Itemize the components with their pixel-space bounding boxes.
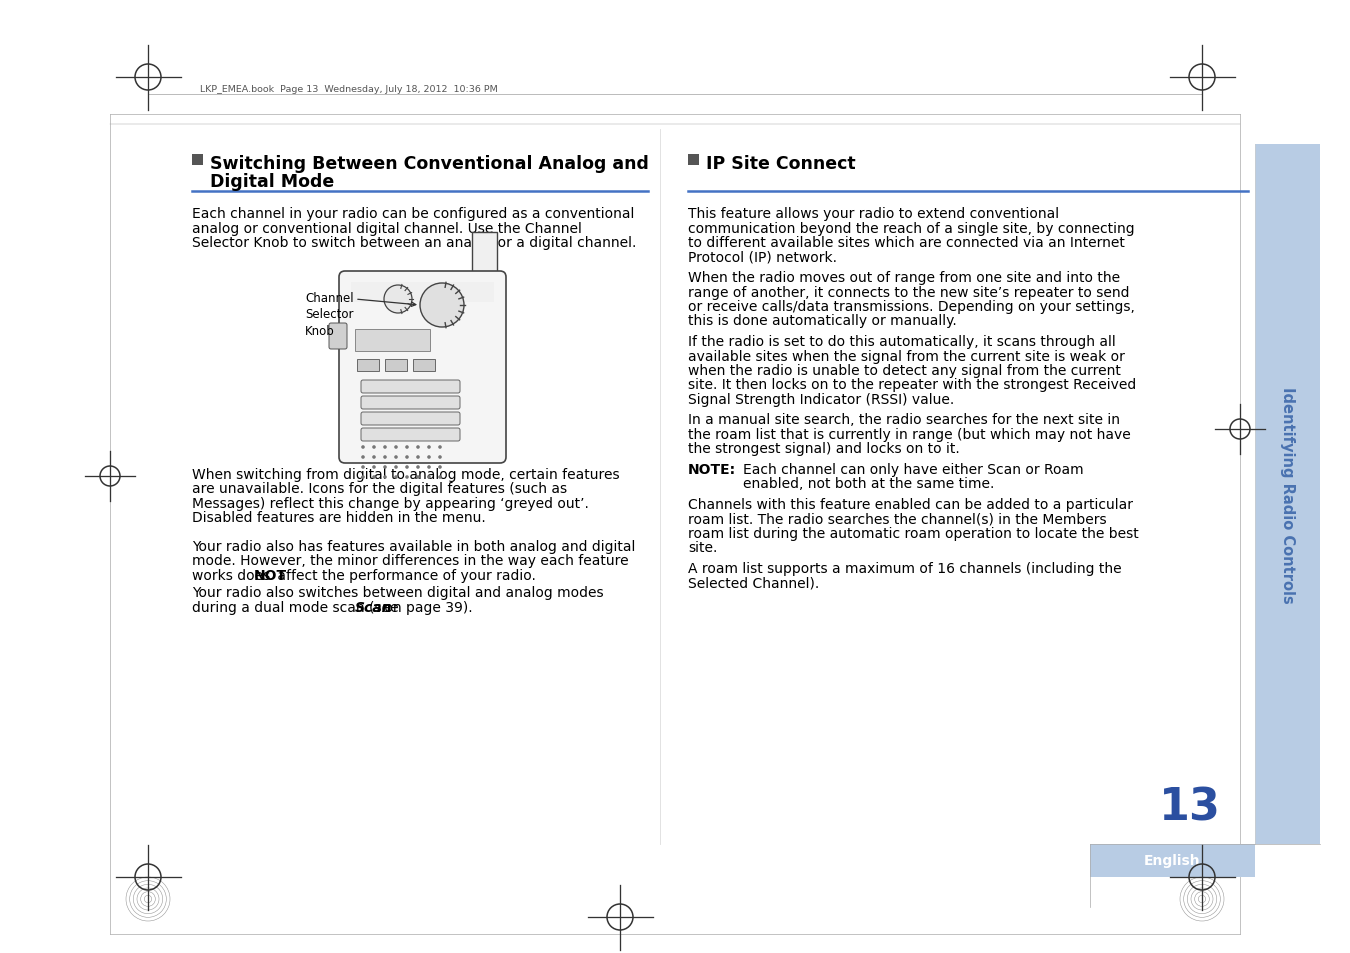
Text: when the radio is unable to detect any signal from the current: when the radio is unable to detect any s…	[688, 364, 1120, 377]
Bar	[192, 154, 202, 166]
Bar	[472, 233, 497, 283]
Circle shape	[373, 456, 375, 459]
Text: IP Site Connect: IP Site Connect	[706, 154, 856, 172]
Text: In a manual site search, the radio searches for the next site in: In a manual site search, the radio searc…	[688, 413, 1120, 427]
Circle shape	[405, 446, 409, 449]
Text: to different available sites which are connected via an Internet: to different available sites which are c…	[688, 235, 1125, 250]
Text: enabled, not both at the same time.: enabled, not both at the same time.	[743, 477, 995, 491]
Text: English: English	[1145, 854, 1200, 867]
Text: NOT: NOT	[254, 568, 288, 582]
Circle shape	[394, 456, 398, 459]
Circle shape	[383, 446, 387, 449]
Bar	[351, 283, 494, 303]
Circle shape	[416, 476, 420, 479]
Text: Switching Between Conventional Analog and: Switching Between Conventional Analog an…	[211, 154, 649, 172]
Circle shape	[405, 466, 409, 469]
Text: Each channel in your radio can be configured as a conventional: Each channel in your radio can be config…	[192, 207, 634, 221]
FancyBboxPatch shape	[360, 413, 460, 426]
Circle shape	[383, 476, 387, 479]
Text: Selected Channel).: Selected Channel).	[688, 576, 819, 590]
Circle shape	[427, 476, 431, 479]
Text: Your radio also switches between digital and analog modes: Your radio also switches between digital…	[192, 586, 603, 599]
Text: site. It then locks on to the repeater with the strongest Received: site. It then locks on to the repeater w…	[688, 378, 1137, 392]
Bar	[413, 359, 435, 372]
Circle shape	[383, 286, 412, 314]
Text: the strongest signal) and locks on to it.: the strongest signal) and locks on to it…	[688, 442, 960, 456]
Circle shape	[416, 456, 420, 459]
Text: Scan: Scan	[355, 600, 393, 615]
Circle shape	[383, 466, 387, 469]
Circle shape	[373, 466, 375, 469]
Circle shape	[383, 456, 387, 459]
Text: Channels with this feature enabled can be added to a particular: Channels with this feature enabled can b…	[688, 497, 1133, 512]
Text: affect the performance of your radio.: affect the performance of your radio.	[273, 568, 536, 582]
Circle shape	[405, 476, 409, 479]
Circle shape	[362, 456, 364, 459]
Text: or receive calls/data transmissions. Depending on your settings,: or receive calls/data transmissions. Dep…	[688, 299, 1135, 314]
Text: Selector Knob to switch between an analog or a digital channel.: Selector Knob to switch between an analo…	[192, 235, 636, 250]
Text: Disabled features are hidden in the menu.: Disabled features are hidden in the menu…	[192, 511, 486, 525]
Text: Protocol (IP) network.: Protocol (IP) network.	[688, 251, 837, 264]
FancyBboxPatch shape	[360, 396, 460, 410]
Text: Channel
Selector
Knob: Channel Selector Knob	[305, 292, 354, 337]
Bar	[385, 359, 406, 372]
Text: works does: works does	[192, 568, 274, 582]
Circle shape	[439, 456, 441, 459]
Circle shape	[394, 446, 398, 449]
Text: available sites when the signal from the current site is weak or: available sites when the signal from the…	[688, 349, 1125, 363]
Circle shape	[373, 476, 375, 479]
Text: roam list during the automatic roam operation to locate the best: roam list during the automatic roam oper…	[688, 526, 1139, 540]
Text: 13: 13	[1160, 785, 1220, 828]
Bar	[688, 154, 699, 166]
Bar	[356, 359, 379, 372]
Circle shape	[439, 446, 441, 449]
Text: analog or conventional digital channel. Use the Channel: analog or conventional digital channel. …	[192, 221, 582, 235]
FancyBboxPatch shape	[360, 380, 460, 394]
Text: Your radio also has features available in both analog and digital: Your radio also has features available i…	[192, 539, 636, 554]
Text: Identifying Radio Controls: Identifying Radio Controls	[1280, 386, 1295, 602]
Circle shape	[405, 456, 409, 459]
Text: When switching from digital to analog mode, certain features: When switching from digital to analog mo…	[192, 468, 620, 481]
Text: LKP_EMEA.book  Page 13  Wednesday, July 18, 2012  10:36 PM: LKP_EMEA.book Page 13 Wednesday, July 18…	[200, 86, 498, 94]
Text: communication beyond the reach of a single site, by connecting: communication beyond the reach of a sing…	[688, 221, 1134, 235]
FancyBboxPatch shape	[329, 324, 347, 350]
Text: Each channel can only have either Scan or Roam: Each channel can only have either Scan o…	[743, 462, 1084, 476]
Text: If the radio is set to do this automatically, it scans through all: If the radio is set to do this automatic…	[688, 335, 1115, 349]
Text: during a dual mode scan (see: during a dual mode scan (see	[192, 600, 404, 615]
Circle shape	[394, 466, 398, 469]
Circle shape	[416, 446, 420, 449]
FancyBboxPatch shape	[339, 272, 506, 463]
Text: are unavailable. Icons for the digital features (such as: are unavailable. Icons for the digital f…	[192, 482, 567, 496]
Text: mode. However, the minor differences in the way each feature: mode. However, the minor differences in …	[192, 554, 629, 568]
Circle shape	[427, 446, 431, 449]
Bar	[1256, 145, 1320, 844]
Circle shape	[439, 476, 441, 479]
Circle shape	[439, 466, 441, 469]
Circle shape	[420, 284, 464, 328]
Bar	[1089, 844, 1256, 877]
Circle shape	[362, 466, 364, 469]
Circle shape	[362, 476, 364, 479]
Text: the roam list that is currently in range (but which may not have: the roam list that is currently in range…	[688, 428, 1131, 441]
Text: Signal Strength Indicator (RSSI) value.: Signal Strength Indicator (RSSI) value.	[688, 393, 954, 407]
Text: roam list. The radio searches the channel(s) in the Members: roam list. The radio searches the channe…	[688, 512, 1107, 526]
Text: on page 39).: on page 39).	[381, 600, 472, 615]
Text: When the radio moves out of range from one site and into the: When the radio moves out of range from o…	[688, 271, 1120, 285]
Circle shape	[416, 466, 420, 469]
Text: site.: site.	[688, 541, 717, 555]
Circle shape	[394, 476, 398, 479]
Text: Messages) reflect this change by appearing ‘greyed out’.: Messages) reflect this change by appeari…	[192, 497, 589, 511]
Text: A roam list supports a maximum of 16 channels (including the: A roam list supports a maximum of 16 cha…	[688, 561, 1122, 576]
Text: This feature allows your radio to extend conventional: This feature allows your radio to extend…	[688, 207, 1060, 221]
Text: NOTE:: NOTE:	[688, 462, 736, 476]
Circle shape	[373, 446, 375, 449]
Text: this is done automatically or manually.: this is done automatically or manually.	[688, 314, 957, 328]
Text: Digital Mode: Digital Mode	[211, 172, 335, 191]
Text: range of another, it connects to the new site’s repeater to send: range of another, it connects to the new…	[688, 285, 1130, 299]
Circle shape	[362, 446, 364, 449]
Circle shape	[427, 466, 431, 469]
Bar	[355, 330, 431, 352]
Circle shape	[427, 456, 431, 459]
FancyBboxPatch shape	[360, 429, 460, 441]
